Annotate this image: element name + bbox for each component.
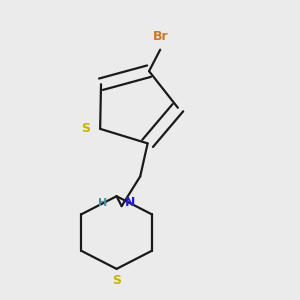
Text: N: N bbox=[125, 196, 136, 209]
Text: Br: Br bbox=[152, 30, 168, 43]
Text: S: S bbox=[112, 274, 121, 287]
Text: S: S bbox=[81, 122, 90, 135]
Text: H: H bbox=[98, 198, 107, 208]
